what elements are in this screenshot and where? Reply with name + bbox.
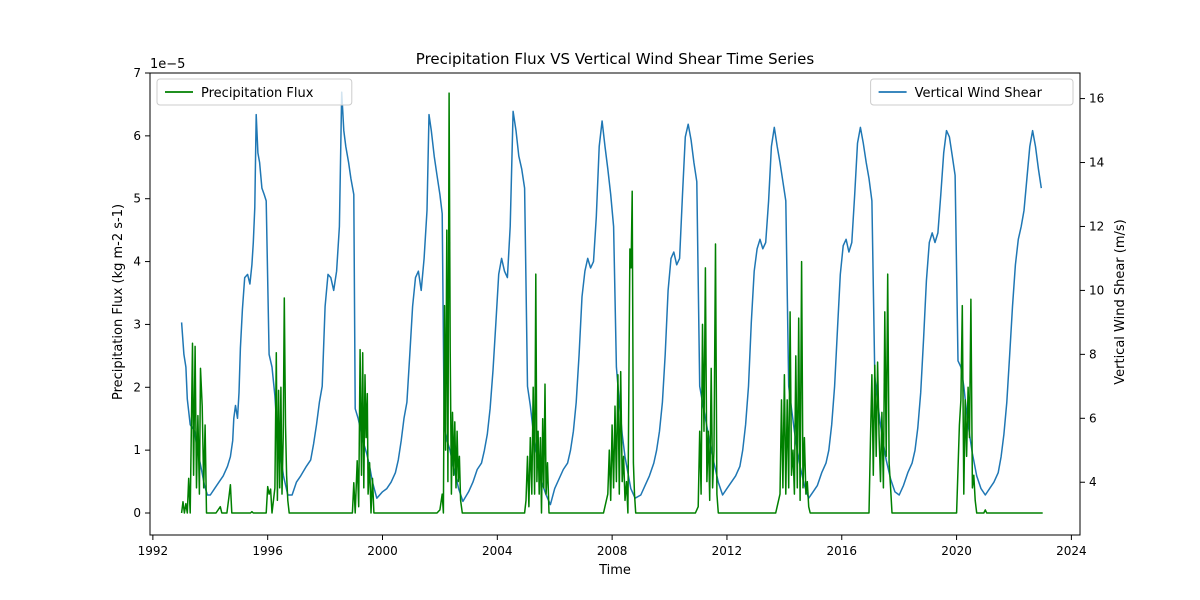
x-tick-label: 2016 (826, 544, 857, 558)
series-line-vertical-wind-shear (180, 91, 1043, 506)
y-axis-left-ticks: 0 1 2 3 4 5 6 7 (133, 66, 150, 520)
legend-precipitation-flux: Precipitation Flux (156, 78, 353, 106)
series-line-precipitation-flux (180, 92, 1043, 514)
plot-area-border (149, 72, 1081, 536)
legend-box (156, 78, 353, 106)
left-axis-multiplier: 1e−5 (150, 57, 185, 72)
plot-lines (180, 91, 1043, 514)
x-tick-label: 2008 (597, 544, 628, 558)
legend-vertical-wind-shear: Vertical Wind Shear (870, 78, 1074, 106)
y-axis-right-ticks: 4 6 8 10 12 14 16 (1080, 92, 1104, 489)
x-tick-label: 2000 (367, 544, 398, 558)
x-axis-ticks: 1992 1996 2000 2004 2008 2012 2016 2020 2024 (138, 535, 1087, 558)
y-right-tick-label: 4 (1089, 475, 1097, 489)
legends: Precipitation Flux Vertical Wind Shear (156, 78, 1074, 106)
y-right-tick-label: 14 (1089, 156, 1104, 170)
axes-frame (149, 72, 1081, 536)
y-left-tick-label: 3 (133, 317, 141, 331)
y-axis-right-label: Vertical Wind Shear (m/s) (1113, 219, 1128, 385)
y-left-tick-label: 4 (133, 255, 141, 269)
y-axis-left-label: Precipitation Flux (kg m-2 s-1) (111, 204, 126, 400)
y-left-tick-label: 1 (133, 443, 141, 457)
y-left-tick-label: 5 (133, 192, 141, 206)
x-axis-label: Time (598, 563, 631, 578)
x-tick-label: 2012 (712, 544, 743, 558)
y-right-tick-label: 12 (1089, 219, 1104, 233)
y-left-tick-label: 0 (133, 506, 141, 520)
y-left-tick-label: 2 (133, 380, 141, 394)
y-right-tick-label: 8 (1089, 347, 1097, 361)
y-left-tick-label: 7 (133, 66, 141, 80)
legend-label: Precipitation Flux (201, 86, 314, 101)
y-left-tick-label: 6 (133, 129, 141, 143)
x-tick-label: 2004 (482, 544, 513, 558)
x-tick-label: 2020 (941, 544, 972, 558)
x-tick-label: 1996 (252, 544, 283, 558)
y-right-tick-label: 6 (1089, 411, 1097, 425)
chart-title: Precipitation Flux VS Vertical Wind Shea… (416, 50, 815, 68)
y-right-tick-label: 16 (1089, 92, 1104, 106)
x-tick-label: 1992 (138, 544, 169, 558)
legend-box (870, 78, 1074, 106)
x-tick-label: 2024 (1056, 544, 1087, 558)
legend-label: Vertical Wind Shear (915, 86, 1043, 101)
y-right-tick-label: 10 (1089, 283, 1104, 297)
